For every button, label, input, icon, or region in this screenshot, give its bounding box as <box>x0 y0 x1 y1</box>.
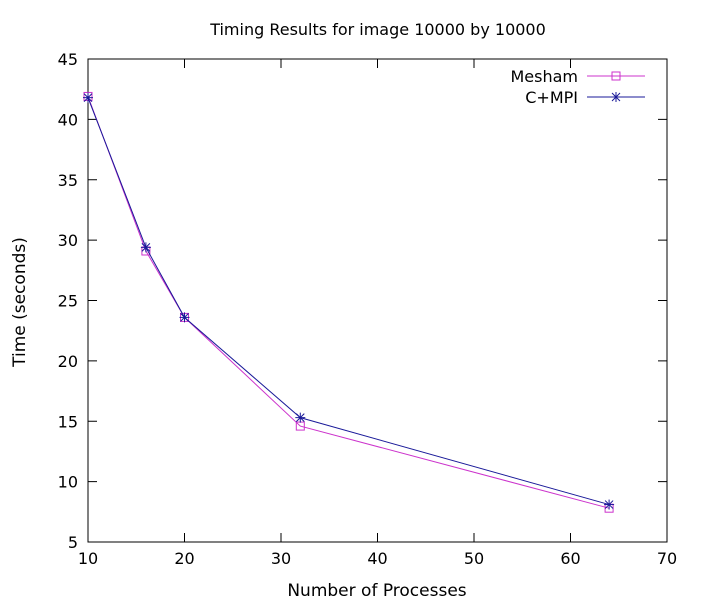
y-tick-label: 35 <box>58 171 78 190</box>
y-tick-label: 40 <box>58 110 78 129</box>
y-tick-label: 15 <box>58 412 78 431</box>
chart-title: Timing Results for image 10000 by 10000 <box>209 20 546 39</box>
x-tick-label: 50 <box>464 549 484 568</box>
legend-item-mesham: Mesham <box>510 67 645 86</box>
legend-label: Mesham <box>510 67 578 86</box>
x-tick-label: 30 <box>271 549 291 568</box>
y-tick-label: 25 <box>58 292 78 311</box>
y-axis-title: Time (seconds) <box>10 237 30 368</box>
data-point-c-mpi <box>295 412 306 423</box>
y-tick-label: 20 <box>58 352 78 371</box>
x-axis-title: Number of Processes <box>287 581 466 601</box>
series-line-c-mpi <box>87 97 610 506</box>
data-point-c-mpi <box>604 499 615 510</box>
series-c-mpi <box>83 92 615 510</box>
series-mesham <box>83 91 614 513</box>
y-tick-label: 30 <box>58 231 78 250</box>
x-tick-label: 70 <box>657 549 677 568</box>
x-tick-label: 10 <box>78 549 98 568</box>
series-line-mesham <box>87 96 610 509</box>
x-tick-label: 60 <box>560 549 580 568</box>
data-point-c-mpi <box>179 312 190 323</box>
legend: Mesham C+MPI <box>510 67 645 107</box>
y-tick-label: 10 <box>58 473 78 492</box>
x-tick-label: 20 <box>174 549 194 568</box>
data-point-c-mpi <box>140 242 151 253</box>
legend-marker <box>611 71 621 81</box>
y-tick-label: 5 <box>68 533 78 552</box>
data-point-c-mpi <box>83 92 93 103</box>
series-layer <box>83 91 615 513</box>
x-tick-label: 40 <box>367 549 387 568</box>
y-tick-label: 45 <box>58 50 78 69</box>
legend-label: C+MPI <box>525 88 578 107</box>
legend-item-c-mpi: C+MPI <box>525 88 645 107</box>
legend-marker <box>611 92 621 102</box>
